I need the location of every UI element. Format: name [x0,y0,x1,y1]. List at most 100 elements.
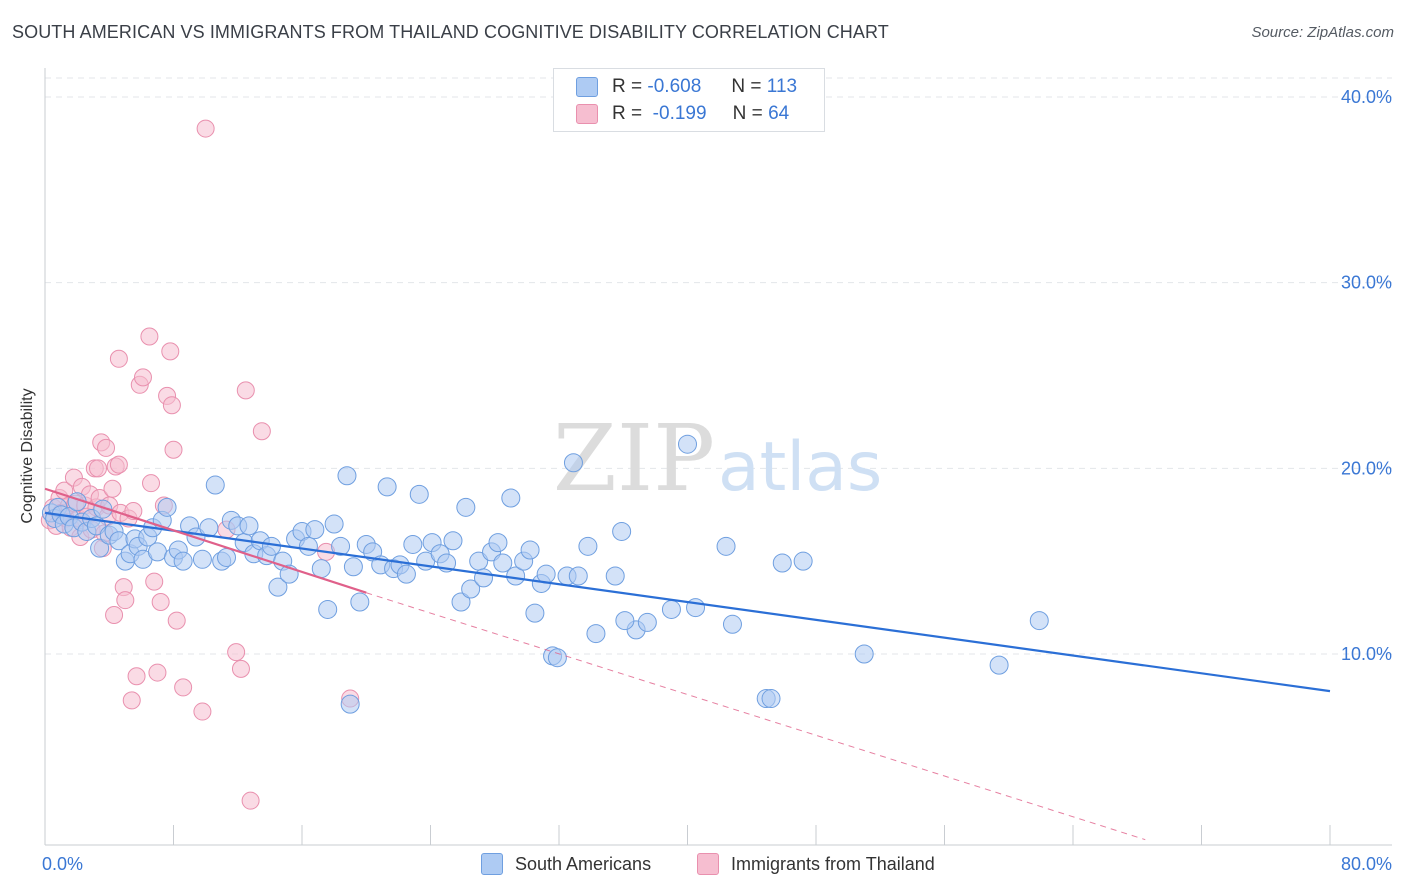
thailand-point [161,342,180,361]
thailand-trend-extension [366,592,1146,841]
south-american-point [217,547,237,567]
south-american-point [311,559,331,579]
south-american-point [615,611,635,631]
legend-r-value: -0.608 [647,76,702,97]
south-american-point [318,599,338,619]
south-american-point [761,689,781,709]
south-american-point [239,516,259,536]
y-tick-label: 10.0% [1341,644,1392,664]
south-american-point [461,579,481,599]
south-american-points [41,434,1049,714]
south-american-point [261,536,281,556]
south-american-trend-line [44,511,1331,693]
tick-labels: 10.0% 20.0% 30.0% 40.0% 0.0% 80.0% [42,87,1392,874]
thailand-point [231,659,250,678]
thailand-point [151,593,170,612]
thailand-point [142,474,161,493]
south-american-point [340,694,360,714]
south-american-point [343,557,363,577]
thailand-point [162,396,181,415]
trend-lines [44,487,1331,841]
x-tick-label: 0.0% [42,854,83,874]
south-american-point [563,453,583,473]
correlation-legend: R = -0.608 N = 113 R = -0.199 N = 64 [553,68,825,132]
south-american-point [989,655,1009,675]
south-american-point [93,499,113,519]
gridlines [45,77,1392,655]
y-tick-label: 20.0% [1341,458,1392,478]
thailand-point [109,455,128,474]
south-american-point [501,488,521,508]
south-american-point [661,599,681,619]
south-american-point [377,477,397,497]
y-tick-label: 40.0% [1341,87,1392,107]
south-american-point [298,536,318,556]
south-american-point [605,566,625,586]
legend-row-south-americans: R = -0.608 N = 113 [576,75,797,99]
south-american-point [192,549,212,569]
thailand-point [97,438,116,457]
south-american-point [157,497,177,517]
legend-n-label: N = [731,76,762,97]
bottom-legend-thailand[interactable]: Immigrants from Thailand [697,850,935,878]
thailand-point [174,678,193,697]
thailand-point [148,663,167,682]
thailand-point [122,691,141,710]
thailand-point [236,381,255,400]
south-american-point [331,536,351,556]
bottom-legend-south-americans[interactable]: South Americans [481,850,651,878]
thailand-point [167,611,186,630]
legend-r-value: -0.199 [652,103,707,124]
south-american-point [678,434,697,454]
south-american-point [147,542,167,562]
legend-n-label: N = [732,103,763,124]
source-label: Source: ZipAtlas.com [1251,24,1394,41]
south-american-point [90,538,110,558]
south-american-point [772,553,792,573]
south-american-point [305,520,325,540]
south-american-point [451,592,471,612]
bottom-legend-swatch-pink [697,853,719,875]
thailand-point [105,606,124,625]
thailand-point [164,440,183,459]
thailand-points [40,119,360,810]
y-tick-label: 30.0% [1341,273,1392,293]
south-american-point [568,566,588,586]
thailand-point [116,591,135,610]
thailand-point [140,327,159,346]
south-american-point [474,568,494,588]
thailand-point [103,479,122,498]
south-american-point [547,648,567,668]
south-american-point [854,644,874,664]
thailand-point [109,349,128,368]
chart-title: SOUTH AMERICAN VS IMMIGRANTS FROM THAILA… [12,22,889,42]
thailand-point [196,119,215,138]
thailand-point [252,422,271,441]
south-american-point [578,536,598,556]
south-american-point [793,551,813,571]
south-american-point [586,624,606,644]
legend-swatch-blue [576,77,598,97]
south-american-point [268,577,288,597]
axes [44,68,1392,846]
south-american-point [612,521,632,541]
thailand-point [127,667,146,686]
legend-row-thailand: R = -0.199 N = 64 [576,102,789,126]
south-american-point [637,612,657,632]
thailand-point [89,459,108,478]
thailand-point [145,572,164,591]
south-american-point [199,518,219,538]
south-american-point [403,534,423,554]
legend-n-value: 64 [768,103,790,124]
thailand-trend-line [44,487,367,594]
bottom-legend-label: South Americans [515,853,652,874]
watermark-atlas: atlas [718,428,882,507]
x-tick-label: 80.0% [1341,854,1392,874]
legend-r-label: R = [612,76,643,97]
thailand-point [133,368,152,387]
watermark: ZIP atlas [553,405,882,512]
legend-swatch-pink [576,104,598,124]
south-american-point [493,553,513,573]
south-american-point [396,564,416,584]
